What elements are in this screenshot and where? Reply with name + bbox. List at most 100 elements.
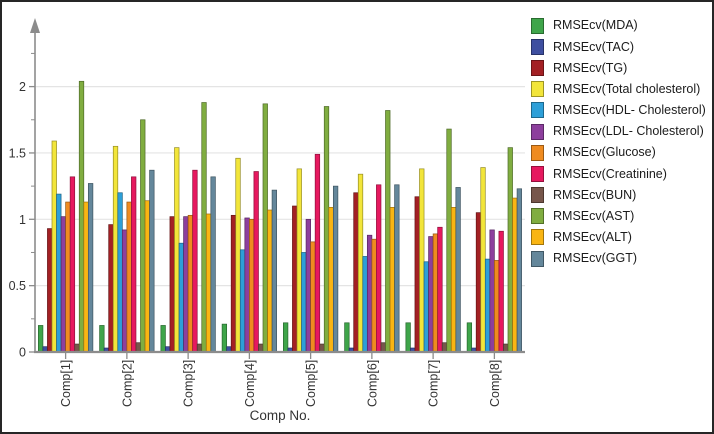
- bar: [385, 110, 391, 353]
- bar: [60, 216, 66, 353]
- bar: [221, 323, 228, 353]
- bar: [466, 322, 473, 353]
- bar: [323, 106, 330, 353]
- bar: [87, 183, 94, 353]
- bar: [344, 322, 350, 353]
- bar: [235, 157, 241, 353]
- bar: [38, 325, 44, 353]
- legend-item-0: RMSEcv(MDA): [531, 15, 706, 36]
- bar: [56, 193, 62, 353]
- legend-label: RMSEcv(LDL- Cholesterol): [553, 124, 704, 139]
- bar: [419, 168, 425, 353]
- bar: [258, 343, 264, 353]
- legend-label: RMSEcv(Creatinine): [553, 166, 667, 181]
- x-tick-label: Comp[5]: [304, 360, 318, 407]
- bar: [112, 145, 119, 353]
- legend-swatch-icon: [531, 38, 544, 55]
- bar: [249, 218, 255, 353]
- bar: [117, 192, 123, 353]
- bar: [149, 169, 155, 353]
- legend-label: RMSEcv(Total cholesterol): [553, 81, 701, 96]
- bar: [51, 140, 57, 353]
- legend-label: RMSEcv(Glucose): [553, 145, 656, 160]
- legend-swatch-icon: [531, 165, 544, 182]
- bar: [99, 325, 105, 353]
- legend-item-8: RMSEcv(BUN): [531, 185, 706, 206]
- bar: [305, 218, 311, 353]
- bar: [310, 241, 316, 353]
- y-tick-label: 1: [19, 213, 26, 227]
- bar: [480, 167, 486, 353]
- bar: [498, 230, 504, 353]
- legend-label: RMSEcv(GGT): [553, 251, 638, 266]
- legend-swatch-icon: [531, 144, 544, 161]
- bar: [169, 216, 175, 353]
- bar: [507, 147, 513, 353]
- bar: [144, 200, 150, 353]
- bar: [455, 187, 461, 353]
- legend-swatch-icon: [531, 102, 544, 119]
- bar: [201, 102, 207, 353]
- bar: [108, 224, 114, 353]
- bar: [428, 236, 434, 353]
- legend-label: RMSEcv(BUN): [553, 187, 637, 202]
- x-tick-label: Comp[8]: [488, 360, 502, 407]
- bar: [376, 184, 382, 353]
- legend-label: RMSEcv(AST): [553, 209, 635, 224]
- legend-label: RMSEcv(ALT): [553, 230, 632, 245]
- legend-label: RMSEcv(TAC): [553, 39, 635, 54]
- bar: [380, 342, 386, 353]
- bar: [131, 176, 137, 353]
- bar: [187, 214, 194, 353]
- legend-swatch-icon: [531, 81, 544, 98]
- legend-item-11: RMSEcv(GGT): [531, 248, 706, 269]
- legend-item-3: RMSEcv(Total cholesterol): [531, 79, 706, 100]
- legend-item-2: RMSEcv(TG): [531, 57, 706, 78]
- bar: [296, 168, 302, 353]
- x-tick-label: Comp[2]: [120, 360, 134, 407]
- bar: [69, 176, 76, 353]
- bar: [494, 260, 500, 353]
- legend-item-9: RMSEcv(AST): [531, 206, 706, 227]
- legend-item-1: RMSEcv(TAC): [531, 36, 706, 57]
- bar: [371, 238, 377, 353]
- x-tick-label: Comp[7]: [427, 360, 441, 407]
- y-tick-label: 1.5: [9, 146, 26, 160]
- bar: [301, 252, 307, 353]
- bar: [178, 242, 184, 353]
- bar: [140, 119, 146, 353]
- legend-item-4: RMSEcv(HDL- Cholesterol): [531, 100, 706, 121]
- bar: [135, 342, 141, 353]
- legend-swatch-icon: [531, 17, 544, 34]
- bar: [239, 249, 246, 353]
- bar: [74, 343, 80, 353]
- bar: [262, 103, 268, 353]
- bar: [126, 201, 132, 353]
- bar: [271, 189, 277, 353]
- bar: [78, 80, 85, 353]
- bar: [205, 213, 212, 353]
- bar: [389, 207, 395, 353]
- bar: [210, 176, 216, 353]
- bar: [437, 226, 443, 353]
- legend-swatch-icon: [531, 208, 544, 225]
- bar: [192, 169, 198, 353]
- bar: [174, 147, 180, 353]
- legend-swatch-icon: [531, 250, 544, 267]
- bar: [183, 216, 189, 353]
- bar: [267, 209, 273, 353]
- x-tick-label: Comp[6]: [365, 360, 379, 407]
- legend-item-6: RMSEcv(Glucose): [531, 142, 706, 163]
- legend-swatch-icon: [531, 229, 544, 246]
- bar: [366, 234, 373, 353]
- y-tick-label: 0: [19, 346, 26, 360]
- x-axis-title: Comp No.: [250, 408, 311, 423]
- y-axis-arrow-icon: [30, 18, 40, 33]
- bar: [160, 325, 166, 353]
- bar: [353, 192, 359, 353]
- bar: [283, 322, 289, 353]
- y-tick-label: 2: [19, 80, 26, 94]
- bar: [503, 343, 509, 353]
- bar: [196, 343, 203, 353]
- legend-label: RMSEcv(MDA): [553, 18, 638, 33]
